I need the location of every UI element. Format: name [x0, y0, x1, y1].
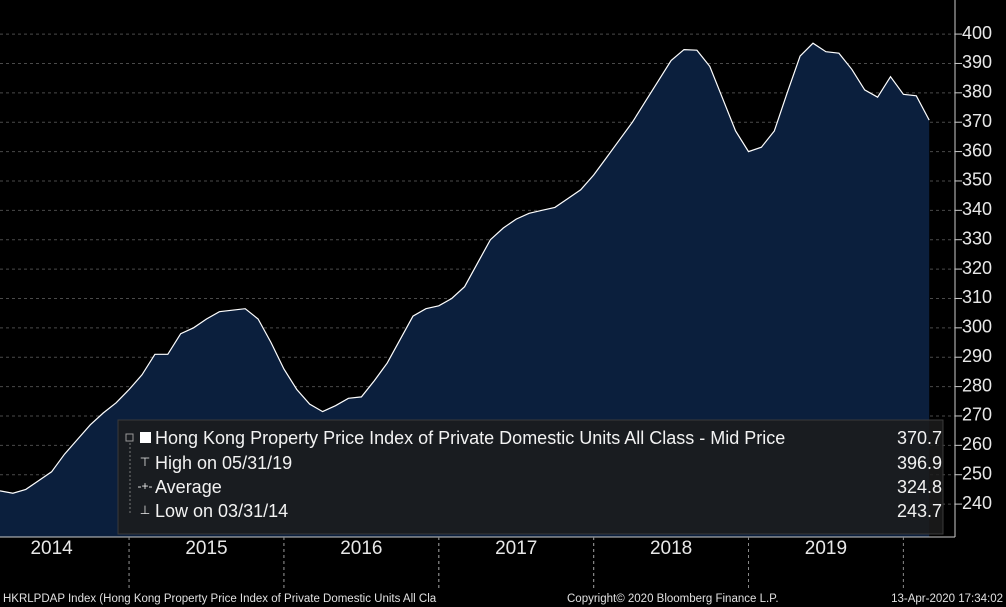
y-tick-label: 270: [962, 405, 992, 425]
footer-ticker: HKRLPDAP Index (Hong Kong Property Price…: [3, 593, 437, 605]
legend-box: [117, 419, 944, 535]
collapse-icon: [125, 433, 134, 442]
line: [0, 42, 930, 494]
legend: ⊤ -+- ⊥ Hong Kong Property Price Index o…: [117, 419, 944, 535]
x-tick-label: 2016: [340, 538, 382, 559]
y-tick-label: 390: [962, 52, 992, 72]
legend-label: Low on 03/31/14: [155, 501, 288, 521]
y-tick-label: 400: [962, 23, 992, 43]
y-tick-label: 290: [962, 346, 992, 366]
average-icon: -+-: [138, 479, 153, 493]
high-icon: ⊤: [140, 455, 150, 469]
y-tick-label: 240: [962, 493, 992, 513]
footer-timestamp: 13-Apr-2020 17:34:02: [891, 593, 1003, 605]
y-tick-label: 380: [962, 82, 992, 102]
plot-area: 240 250 260 270 280 290 300 310 320 330 340 350 360 3…: [0, 0, 992, 590]
y-tick-label: 260: [962, 434, 992, 454]
y-tick-label: 350: [962, 170, 992, 190]
footer-copyright: Copyright© 2020 Bloomberg Finance L.P.: [567, 593, 779, 605]
y-tick-label: 280: [962, 375, 992, 395]
y-tick-label: 300: [962, 317, 992, 337]
y-tick-label: 310: [962, 287, 992, 307]
y-tick-label: 250: [962, 463, 992, 483]
legend-label: High on 05/31/19: [155, 453, 292, 473]
low-icon: ⊥: [140, 503, 150, 517]
legend-label: Hong Kong Property Price Index of Privat…: [155, 428, 785, 448]
legend-value: 370.7: [897, 428, 942, 448]
x-tick-label: 2014: [30, 538, 73, 559]
y-tick-label: 340: [962, 199, 992, 219]
legend-value: 243.7: [897, 501, 942, 521]
x-tick-label: 2015: [185, 538, 227, 559]
area: [0, 43, 930, 537]
legend-label: Average: [155, 477, 222, 497]
x-tick-label: 2018: [650, 538, 692, 559]
x-tick-label: 2019: [805, 538, 847, 559]
legend-value: 324.8: [897, 477, 942, 497]
x-tick-label: 2017: [495, 538, 537, 559]
y-tick-label: 360: [962, 140, 992, 160]
legend-value: 396.9: [897, 453, 942, 473]
y-tick-label: 370: [962, 111, 992, 131]
series-swatch: [140, 432, 151, 443]
y-tick-label: 320: [962, 258, 992, 278]
y-tick-label: 330: [962, 228, 992, 248]
